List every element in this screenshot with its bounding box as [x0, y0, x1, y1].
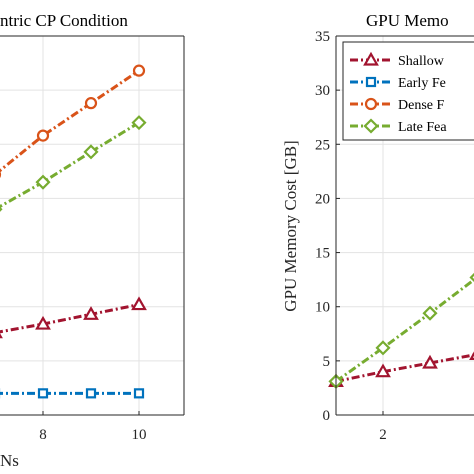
left-series-point-3	[133, 388, 145, 399]
legend-marker-3	[363, 118, 379, 134]
left-series-point-1	[0, 206, 3, 212]
right-series-point-3	[469, 272, 474, 283]
right-y-tick-labels: 0 5 10 15 20 25 30 35	[315, 29, 330, 424]
right-series-group	[328, 272, 474, 389]
legend-label-2: Dense F	[398, 98, 444, 113]
left-series-point-0	[84, 97, 98, 110]
right-y-tick-label: 35	[315, 29, 330, 45]
left-gridlines	[0, 36, 184, 415]
right-series-point-0	[469, 351, 474, 360]
left-series-point-0	[132, 64, 146, 77]
legend-label-0: Shallow	[398, 54, 445, 69]
right-series-point-3	[375, 340, 391, 356]
right-series-point-0	[375, 363, 391, 378]
right-plot-panel: 2 0 5 10 15 20 25 30 35 GPU Memo GPU Memory Cos…	[281, 11, 474, 443]
left-x-axis-label: Ns	[0, 451, 19, 470]
left-series-point-1	[35, 174, 51, 190]
legend: Shallow Early Fe Dense F Late Fea	[342, 41, 474, 141]
left-plot-panel: 8 10 ntric CP Condition Ns	[0, 11, 185, 470]
right-x-tick-labels: 2	[379, 427, 387, 443]
left-x-tick-label: 10	[132, 427, 147, 443]
right-y-tick-label: 0	[323, 408, 331, 424]
left-series-point-1	[83, 144, 99, 160]
right-y-tick-label: 10	[315, 300, 330, 316]
left-series-line-0	[0, 69, 140, 173]
right-y-tick-label: 30	[315, 83, 330, 99]
left-chart-title: ntric CP Condition	[0, 11, 128, 30]
right-x-tick-label: 2	[379, 427, 387, 443]
left-series-point-2	[131, 296, 147, 311]
legend-marker-0	[363, 51, 379, 66]
left-series-line-1	[0, 121, 140, 209]
right-y-tick-label: 15	[315, 246, 330, 262]
right-series-line-3	[335, 277, 474, 383]
legend-marker-1	[365, 76, 377, 88]
left-series-point-0	[36, 129, 50, 142]
left-x-tick-label: 8	[39, 427, 47, 443]
right-series-point-3	[422, 305, 438, 321]
right-y-tick-label: 25	[315, 137, 330, 153]
left-series-point-3	[85, 388, 97, 399]
right-y-tick-label: 5	[323, 354, 331, 370]
left-series-point-1	[131, 115, 147, 131]
right-y-axis-label: GPU Memory Cost [GB]	[281, 140, 300, 311]
left-series-point-3	[37, 388, 49, 399]
left-series-group	[0, 64, 147, 399]
left-series-point-2	[35, 315, 51, 330]
legend-label-1: Early Fe	[398, 76, 446, 91]
left-x-tick-labels: 8 10	[39, 427, 146, 443]
right-series-line-0	[335, 353, 474, 383]
legend-marker-2	[364, 97, 378, 111]
left-series-line-2	[0, 303, 140, 334]
left-series-point-2	[83, 306, 99, 320]
legend-label-3: Late Fea	[398, 120, 447, 135]
right-series-point-0	[422, 354, 438, 369]
left-series-point-2	[0, 333, 3, 339]
right-y-tick-label: 20	[315, 191, 330, 207]
legend-box	[342, 41, 474, 141]
right-chart-title: GPU Memo	[366, 11, 449, 30]
